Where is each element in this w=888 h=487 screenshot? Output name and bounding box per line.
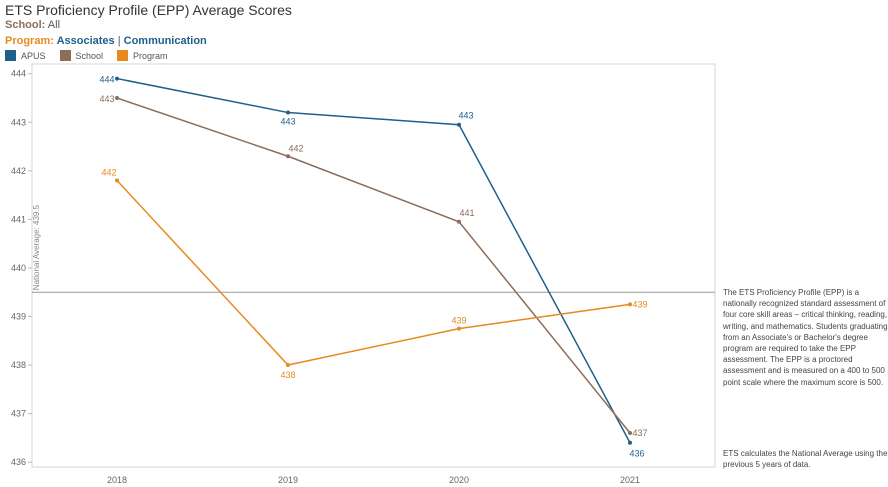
school-filter-label: School: bbox=[5, 19, 46, 31]
x-tick-label: 2019 bbox=[278, 475, 298, 485]
data-label-program: 439 bbox=[632, 299, 647, 309]
epp-description: The ETS Proficiency Profile (EPP) is a n… bbox=[723, 288, 888, 387]
data-point-school bbox=[115, 95, 119, 100]
y-tick-label: 441 bbox=[11, 214, 26, 224]
y-tick-label: 442 bbox=[11, 166, 26, 176]
program-filter-separator: | bbox=[117, 35, 121, 47]
series-line-program bbox=[116, 180, 631, 366]
national-average-label: National Average: 439.5 bbox=[32, 204, 41, 290]
chart-legend: APUS School Program bbox=[5, 50, 168, 61]
plot-area bbox=[31, 63, 716, 468]
data-label-program: 442 bbox=[101, 168, 116, 178]
data-point-program bbox=[628, 302, 632, 307]
program-filter-value-associates: Associates bbox=[56, 35, 115, 47]
series-line-school bbox=[116, 97, 631, 434]
x-tick-label: 2018 bbox=[107, 475, 127, 485]
legend-swatch-apus bbox=[5, 50, 16, 61]
y-tick-label: 436 bbox=[11, 457, 26, 467]
data-point-apus bbox=[457, 122, 461, 127]
data-label-program: 438 bbox=[280, 370, 295, 380]
y-tick-label: 439 bbox=[11, 311, 26, 321]
school-filter-value: All bbox=[47, 19, 61, 31]
data-point-apus bbox=[628, 440, 632, 445]
data-label-apus: 436 bbox=[629, 449, 644, 459]
national-average-note: ETS calculates the National Average usin… bbox=[723, 449, 888, 470]
y-tick-label: 443 bbox=[11, 117, 26, 127]
legend-label-school: School bbox=[75, 50, 104, 61]
program-filter-value-communication: Communication bbox=[123, 35, 207, 47]
data-label-school: 437 bbox=[632, 428, 647, 438]
data-label-apus: 444 bbox=[99, 75, 114, 85]
y-tick-label: 437 bbox=[11, 409, 26, 419]
program-filter[interactable]: Program: Associates | Communication bbox=[5, 35, 207, 47]
data-point-school bbox=[457, 219, 461, 224]
legend-item-apus[interactable]: APUS bbox=[5, 50, 46, 61]
legend-swatch-school bbox=[59, 50, 71, 61]
school-filter[interactable]: School: All bbox=[5, 19, 60, 31]
legend-swatch-program bbox=[117, 50, 129, 61]
chart-title: ETS Proficiency Profile (EPP) Average Sc… bbox=[5, 2, 292, 18]
program-filter-label: Program: bbox=[5, 35, 54, 47]
x-tick-label: 2020 bbox=[449, 475, 469, 485]
data-label-apus: 443 bbox=[280, 117, 295, 127]
y-tick-label: 444 bbox=[11, 69, 26, 79]
data-point-school bbox=[286, 154, 290, 159]
data-label-program: 439 bbox=[451, 316, 466, 326]
series-line-apus bbox=[116, 77, 631, 444]
data-point-program bbox=[115, 178, 119, 183]
legend-label-apus: APUS bbox=[21, 50, 46, 61]
data-label-school: 442 bbox=[288, 143, 303, 153]
data-label-school: 443 bbox=[99, 94, 114, 104]
data-point-program bbox=[286, 363, 290, 368]
legend-item-school[interactable]: School bbox=[59, 50, 104, 61]
data-point-program bbox=[457, 326, 461, 331]
data-point-school bbox=[628, 431, 632, 436]
data-label-apus: 443 bbox=[458, 111, 473, 121]
y-tick-label: 438 bbox=[11, 360, 26, 370]
x-tick-label: 2021 bbox=[620, 475, 640, 485]
data-point-apus bbox=[115, 76, 119, 81]
y-tick-label: 440 bbox=[11, 263, 26, 273]
data-point-apus bbox=[286, 110, 290, 115]
legend-label-program: Program bbox=[133, 50, 168, 61]
data-label-school: 441 bbox=[459, 208, 474, 218]
legend-item-program[interactable]: Program bbox=[117, 50, 168, 61]
